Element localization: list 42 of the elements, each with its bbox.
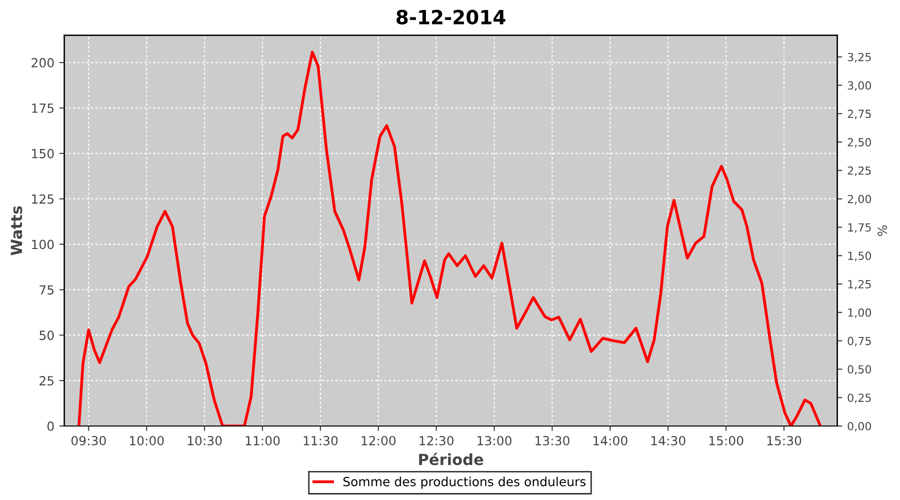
- y-tick-label: 150: [32, 148, 54, 158]
- x-axis-title: Période: [419, 452, 484, 466]
- y2-tick-label: 3,00: [848, 81, 872, 91]
- y2-tick-label: 2,75: [848, 110, 871, 120]
- x-tick-label: 13:30: [536, 436, 570, 446]
- y2-axis-title: %: [878, 225, 887, 236]
- y-tick-label: 175: [32, 104, 54, 113]
- y2-tick-label: 1,75: [848, 223, 871, 233]
- y2-tick-label: 2,50: [848, 138, 872, 148]
- y-tick-label: 50: [40, 330, 54, 340]
- y-tick-label: 100: [32, 240, 54, 250]
- y2-tick-label: 2,00: [848, 194, 872, 204]
- y2-tick-label: 1,50: [848, 252, 872, 262]
- y-tick-label: 0: [47, 421, 54, 431]
- y2-tick-label: 0,75: [848, 336, 871, 346]
- y-tick-label: 75: [40, 285, 54, 295]
- x-tick-label: 09:30: [71, 436, 106, 446]
- x-tick-label: 10:00: [130, 436, 164, 446]
- x-tick-label: 13:00: [478, 436, 512, 446]
- x-tick-label: 14:00: [594, 436, 628, 446]
- y-axis-title: Watts: [10, 206, 22, 256]
- x-tick-label: 11:30: [304, 436, 338, 446]
- y2-tick-label: 0,50: [848, 365, 872, 375]
- x-tick-label: 15:00: [709, 436, 744, 446]
- y-tick-label: 25: [40, 376, 54, 386]
- y2-tick-label: 3,25: [848, 52, 871, 62]
- y2-tick-label: 1,25: [848, 280, 871, 290]
- x-tick-label: 11:00: [246, 436, 280, 446]
- x-tick-label: 12:30: [420, 436, 454, 446]
- y2-tick-label: 1,00: [848, 308, 872, 318]
- x-tick-label: 10:30: [188, 436, 222, 446]
- y2-tick-label: 0,00: [848, 422, 872, 432]
- y-tick-label: 200: [32, 58, 54, 68]
- chart-title: 8-12-2014: [396, 10, 506, 24]
- y2-tick-label: 0,25: [848, 394, 871, 404]
- x-tick-label: 15:30: [767, 436, 802, 446]
- y2-tick-label: 2,25: [848, 166, 871, 176]
- x-tick-label: 14:30: [651, 436, 686, 446]
- y-tick-label: 125: [32, 194, 54, 204]
- legend-label: Somme des productions des onduleurs: [343, 476, 586, 489]
- line-series: [78, 50, 822, 426]
- x-tick-label: 12:00: [362, 436, 396, 446]
